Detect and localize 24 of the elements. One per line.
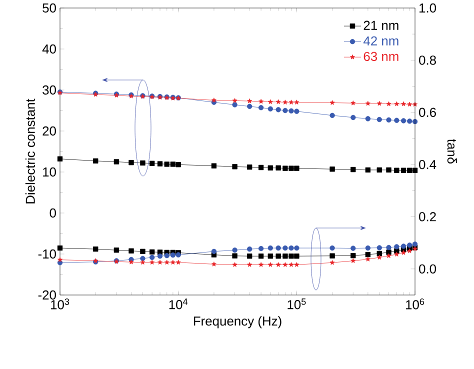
y2-tick-label: 1.0 [420, 3, 436, 13]
x-tick-label: 10$^{3}$ [51, 298, 70, 310]
y-tick-label: -20 [38, 290, 56, 300]
y2-axis-title: tanδ [447, 139, 457, 164]
y2-tick-label: 0.6 [419, 108, 436, 117]
y-tick-label: 20 [42, 126, 56, 136]
y-tick-label: 40 [42, 44, 56, 54]
x-tick-label: 10$^{4}$ [169, 298, 188, 310]
legend-label: 42 nm [363, 36, 398, 46]
x-axis-title: Frequency (Hz) [194, 316, 282, 328]
y-tick-label: 30 [42, 85, 56, 95]
y2-tick-label: 0.4 [419, 160, 436, 170]
x-tick-label: 10$^{6}$ [406, 298, 424, 310]
legend-label: 21 nm [364, 20, 398, 30]
legend-label: 63 nm [364, 52, 398, 62]
y-tick-label: -10 [38, 249, 56, 259]
x-tick-label: 10$^{5}$ [288, 298, 306, 310]
y-tick-label: 10 [43, 167, 56, 177]
y-tick-label: 50 [42, 3, 56, 13]
y-tick-label: 0 [50, 208, 56, 218]
y2-tick-label: 0.2 [419, 212, 436, 222]
y2-tick-label: 0.0 [419, 264, 436, 274]
y-axis-title: Dielectric constant [25, 98, 35, 204]
y2-tick-label: 0.8 [419, 56, 436, 65]
